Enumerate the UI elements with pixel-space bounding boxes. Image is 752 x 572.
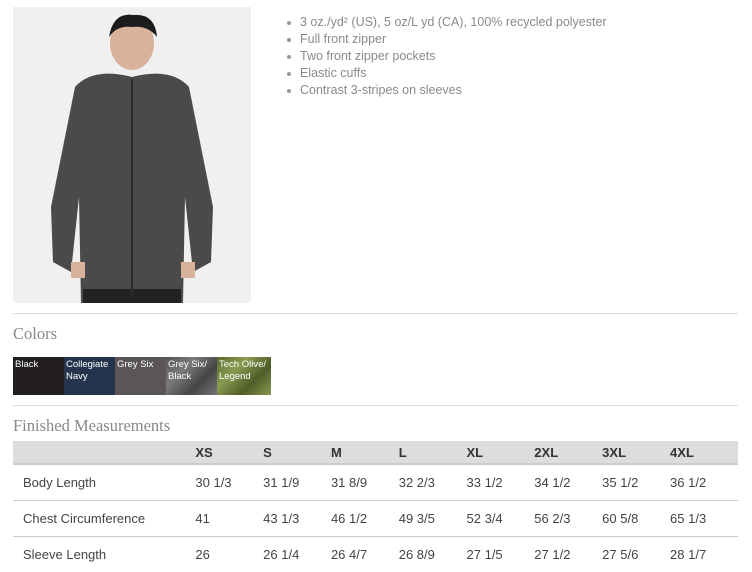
measurement-cell: 60 5/8 (602, 501, 670, 537)
measurement-cell: 56 2/3 (534, 501, 602, 537)
size-header: 4XL (670, 441, 738, 464)
feature-item: 3 oz./yd² (US), 5 oz/L yd (CA), 100% rec… (285, 14, 607, 31)
size-header: L (399, 441, 467, 464)
measurement-cell: 33 1/2 (467, 464, 535, 501)
size-header: M (331, 441, 399, 464)
feature-item: Two front zipper pockets (285, 48, 607, 65)
color-swatch-grey-six[interactable]: Grey Six (115, 357, 166, 395)
size-header: S (263, 441, 331, 464)
measurement-cell: 43 1/3 (263, 501, 331, 537)
measurement-cell: 26 1/4 (263, 537, 331, 572)
feature-list: 3 oz./yd² (US), 5 oz/L yd (CA), 100% rec… (285, 14, 607, 99)
measurement-cell: 65 1/3 (670, 501, 738, 537)
divider (13, 405, 738, 406)
header-blank (13, 441, 195, 464)
measurement-cell: 46 1/2 (331, 501, 399, 537)
measurement-cell: 52 3/4 (467, 501, 535, 537)
measurement-cell: 27 1/2 (534, 537, 602, 572)
color-swatch-tech-olive-legend[interactable]: Tech Olive/ Legend (217, 357, 271, 395)
measurement-cell: 34 1/2 (534, 464, 602, 501)
measurement-cell: 32 2/3 (399, 464, 467, 501)
measurement-cell: 49 3/5 (399, 501, 467, 537)
row-label: Body Length (13, 464, 195, 501)
measurements-heading: Finished Measurements (13, 416, 170, 436)
measurement-cell: 26 4/7 (331, 537, 399, 572)
measurement-cell: 26 (195, 537, 263, 572)
measurement-cell: 31 8/9 (331, 464, 399, 501)
measurement-cell: 35 1/2 (602, 464, 670, 501)
color-swatch-grey-six-black[interactable]: Grey Six/ Black (166, 357, 217, 395)
feature-item: Contrast 3-stripes on sleeves (285, 82, 607, 99)
row-label: Sleeve Length (13, 537, 195, 572)
measurement-cell: 36 1/2 (670, 464, 738, 501)
row-label: Chest Circumference (13, 501, 195, 537)
color-swatch-collegiate-navy[interactable]: Collegiate Navy (64, 357, 115, 395)
measurement-cell: 28 1/7 (670, 537, 738, 572)
measurement-cell: 31 1/9 (263, 464, 331, 501)
measurement-cell: 27 5/6 (602, 537, 670, 572)
colors-heading: Colors (13, 324, 57, 344)
product-image (13, 7, 251, 303)
measurement-cell: 27 1/5 (467, 537, 535, 572)
feature-item: Full front zipper (285, 31, 607, 48)
measurement-cell: 30 1/3 (195, 464, 263, 501)
measurement-cell: 41 (195, 501, 263, 537)
size-header: XS (195, 441, 263, 464)
size-header-row: XS S M L XL 2XL 3XL 4XL (13, 441, 738, 464)
feature-item: Elastic cuffs (285, 65, 607, 82)
color-swatch-black[interactable]: Black (13, 357, 64, 395)
measurement-cell: 26 8/9 (399, 537, 467, 572)
size-header: 3XL (602, 441, 670, 464)
divider (13, 313, 738, 314)
size-header: 2XL (534, 441, 602, 464)
size-header: XL (467, 441, 535, 464)
